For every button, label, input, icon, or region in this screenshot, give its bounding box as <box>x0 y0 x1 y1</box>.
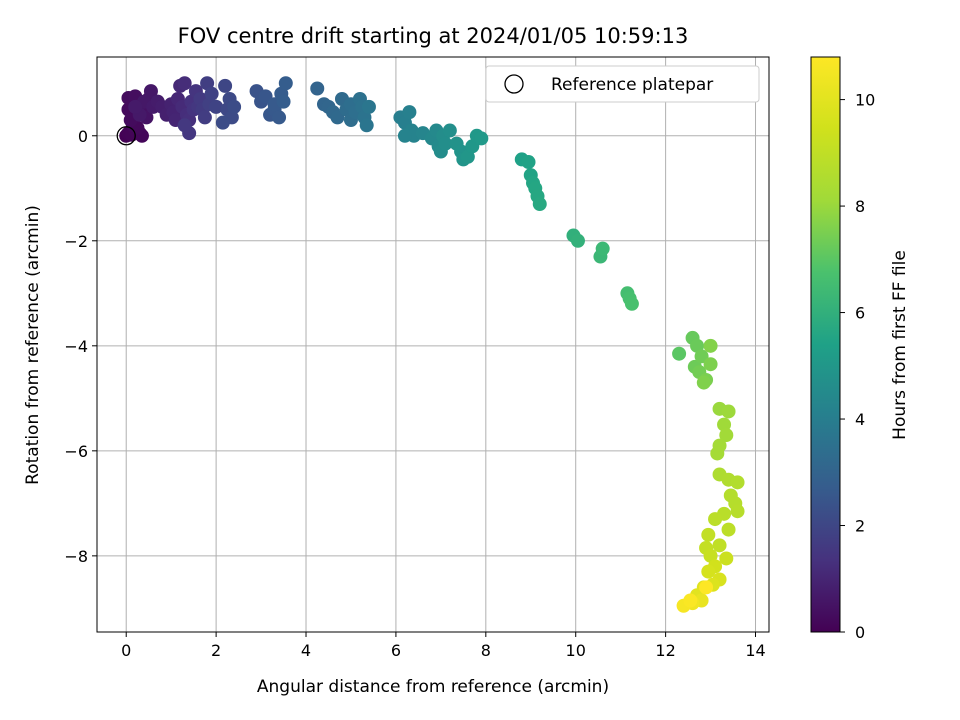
scatter-point <box>465 139 480 154</box>
scatter-point <box>128 99 143 114</box>
scatter-point <box>703 548 718 563</box>
scatter-point <box>200 76 215 91</box>
scatter-point <box>694 349 709 364</box>
colorbar-tick-label: 8 <box>855 197 865 216</box>
scatter-point <box>624 296 639 311</box>
plot-frame <box>96 56 770 633</box>
y-tick-label: −8 <box>64 547 88 566</box>
scatter-point <box>696 375 711 390</box>
colorbar-tick-label: 2 <box>855 517 865 536</box>
scatter-point <box>272 110 287 125</box>
x-axis-label: Angular distance from reference (arcmin) <box>257 677 609 697</box>
scatter-point <box>330 110 345 125</box>
scatter-point <box>683 593 698 608</box>
scatter-point <box>703 338 718 353</box>
scatter-point <box>721 522 736 537</box>
reference-platepar-marker <box>116 126 136 146</box>
scatter-point <box>570 233 585 248</box>
x-tick-label: 6 <box>391 641 401 660</box>
scatter-point <box>672 346 687 361</box>
scatter-point <box>719 428 734 443</box>
scatter-point <box>278 76 293 91</box>
scatter-point <box>143 84 158 99</box>
colorbar-tick-label: 6 <box>855 304 865 323</box>
scatter-point <box>710 446 725 461</box>
scatter-point <box>730 475 745 490</box>
scatter-point <box>402 105 417 120</box>
y-tick-label: −4 <box>64 337 88 356</box>
colorbar-ticks: 0 2 4 6 8 10 <box>840 91 875 642</box>
scatter-point <box>310 81 325 96</box>
colorbar-tick-label: 4 <box>855 410 865 429</box>
scatter-point <box>215 115 230 130</box>
y-axis-label: Rotation from reference (arcmin) <box>23 205 43 485</box>
scatter-point <box>227 99 242 114</box>
scatter-point <box>197 110 212 125</box>
colorbar-tick-label: 0 <box>855 623 865 642</box>
x-tick-label: 4 <box>301 641 311 660</box>
y-tick-label: −2 <box>64 232 88 251</box>
scatter-point <box>442 123 457 138</box>
scatter-point <box>397 128 412 143</box>
scatter-point <box>177 118 192 133</box>
scatter-point <box>690 338 705 353</box>
scatter-point <box>521 155 536 170</box>
x-tick-label: 2 <box>211 641 221 660</box>
scatter-point <box>209 99 224 114</box>
x-tick-label: 0 <box>121 641 131 660</box>
scatter-point <box>701 564 716 579</box>
scatter-point <box>730 504 745 519</box>
chart-title: FOV centre drift starting at 2024/01/05 … <box>178 24 689 48</box>
x-axis-ticks: 0 2 4 6 8 10 12 14 <box>121 632 766 660</box>
legend: Reference platepar <box>485 65 760 103</box>
scatter-point <box>595 241 610 256</box>
y-tick-label: 0 <box>78 127 88 146</box>
scatter-point <box>703 357 718 372</box>
grid-lines <box>97 57 769 632</box>
y-tick-label: −6 <box>64 442 88 461</box>
scatter-point <box>204 86 219 101</box>
scatter-point <box>258 89 273 104</box>
colorbar <box>810 56 841 633</box>
scatter-point <box>218 78 233 93</box>
scatter-point <box>276 94 291 109</box>
x-tick-label: 12 <box>655 641 675 660</box>
colorbar-tick-label: 10 <box>855 91 875 110</box>
x-tick-label: 10 <box>566 641 586 660</box>
x-tick-label: 14 <box>745 641 765 660</box>
scatter-point <box>721 404 736 419</box>
reference-marker-layer <box>116 126 136 146</box>
scatter-point <box>474 131 489 146</box>
y-axis-ticks: 0 −2 −4 −6 −8 <box>64 127 97 566</box>
x-tick-label: 8 <box>481 641 491 660</box>
scatter-point <box>177 76 192 91</box>
scatter-point <box>701 527 716 542</box>
scatter-point <box>712 538 727 553</box>
scatter-point <box>719 551 734 566</box>
scatter-point <box>708 512 723 527</box>
scatter-point <box>460 149 475 164</box>
scatter-point <box>532 197 547 212</box>
legend-reference-marker <box>504 74 524 94</box>
scatter-point <box>361 99 376 114</box>
scatter-point <box>717 417 732 432</box>
legend-entry-reference-platepar: Reference platepar <box>551 75 713 95</box>
data-points <box>119 76 745 613</box>
colorbar-label: Hours from first FF file <box>890 250 910 440</box>
scatter-point <box>359 118 374 133</box>
scatter-point <box>438 136 453 151</box>
legend-box <box>485 65 760 103</box>
scatter-point <box>699 580 714 595</box>
